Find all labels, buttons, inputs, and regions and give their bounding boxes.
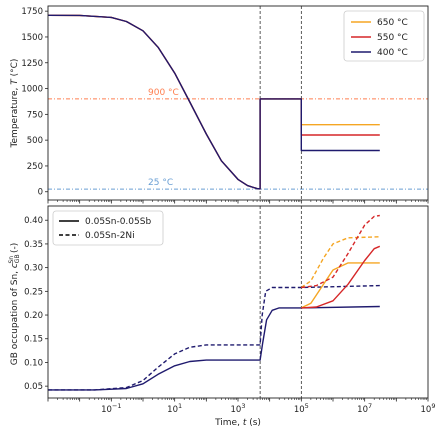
x-tick-label: 10−1: [101, 402, 121, 415]
y-tick-label: 0.35: [24, 240, 43, 250]
legend-box: [52, 210, 164, 246]
legend-entry-label: 550 °C: [377, 33, 408, 43]
y-tick-label: 750: [27, 110, 43, 120]
y-tick-label: 1750: [21, 7, 43, 17]
legend-entry-label: 650 °C: [377, 18, 408, 28]
legend-entry-label: 0.05Sn-2Ni: [85, 231, 135, 241]
series-line-3: [300, 236, 380, 289]
y-axis-label: GB occupation of Sn, cGBSn (-): [8, 243, 21, 366]
x-tick-label: 103: [231, 402, 246, 415]
x-tick-label: 105: [294, 402, 309, 415]
y-tick-label: 0.25: [24, 287, 43, 297]
y-tick-label: 0.20: [24, 311, 43, 321]
x-tick-label: 101: [167, 402, 182, 415]
y-tick-label: 0.40: [24, 216, 43, 226]
series-line-2: [300, 262, 380, 309]
x-tick-label: 109: [421, 402, 436, 415]
y-tick-label: 250: [27, 162, 43, 172]
y-tick-label: 0.10: [24, 358, 43, 368]
legend-entry-label: 400 °C: [377, 48, 408, 58]
series-line-2: [47, 14, 380, 190]
reference-label-1: 25 °C: [148, 178, 173, 188]
y-tick-label: 0.30: [24, 264, 43, 274]
y-tick-label: 0.15: [24, 335, 43, 345]
y-tick-label: 0: [38, 188, 43, 198]
series-line-4: [301, 245, 381, 309]
y-tick-label: 1250: [21, 59, 43, 69]
y-tick-label: 1500: [21, 33, 43, 43]
legend-entry-label: 0.05Sn-0.05Sb: [85, 217, 151, 227]
y-tick-label: 500: [27, 136, 43, 146]
x-axis-label: Time, t (s): [214, 418, 261, 428]
series-line-1: [47, 14, 380, 190]
reference-label-0: 900 °C: [148, 88, 179, 98]
y-tick-label: 0.05: [24, 382, 43, 392]
series-line-5: [301, 214, 380, 289]
x-tick-label: 107: [357, 402, 372, 415]
y-axis-label: Temperature, T (°C): [10, 59, 20, 149]
legend-box: [343, 10, 425, 62]
series-line-0: [48, 305, 380, 391]
series-line-0: [47, 14, 380, 190]
y-tick-label: 1000: [21, 85, 43, 95]
series-line-1: [48, 284, 380, 391]
